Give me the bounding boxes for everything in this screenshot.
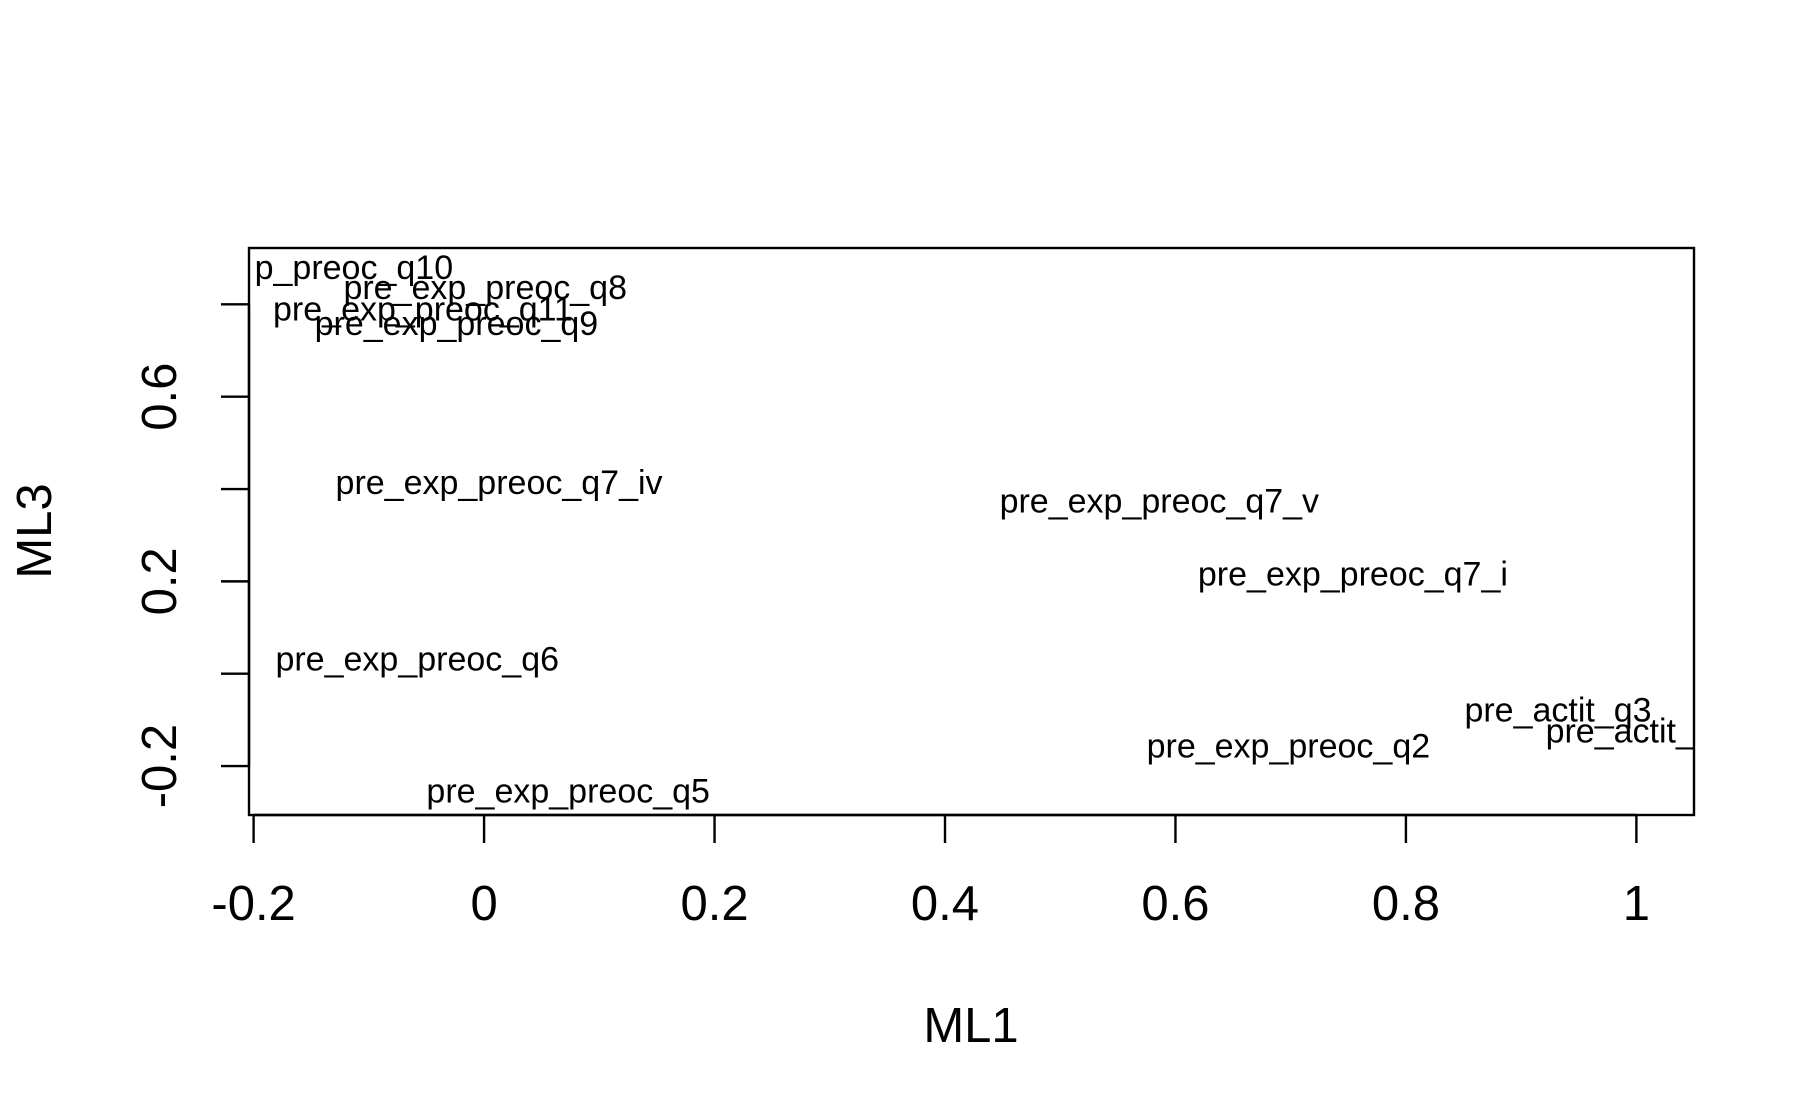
- x-tick-label: -0.2: [211, 877, 295, 931]
- y-tick-label: 0.6: [133, 363, 187, 431]
- y-axis-title: ML3: [8, 483, 62, 578]
- x-axis-title: ML1: [923, 999, 1018, 1053]
- x-tick-label: 0.6: [1141, 877, 1209, 931]
- point-label: pre_exp_preoc_q8: [343, 269, 627, 307]
- y-tick-label: -0.2: [133, 724, 187, 808]
- point-label: pre_exp_preoc_q5: [426, 773, 710, 811]
- x-tick-label: 0.8: [1372, 877, 1440, 931]
- point-label: pre_actit_q3: [1464, 691, 1651, 729]
- x-tick-label: 0.4: [911, 877, 979, 931]
- x-tick-label: 0: [470, 877, 497, 931]
- x-tick-label: 0.2: [680, 877, 748, 931]
- point-label: pre_exp_preoc_q6: [275, 641, 559, 679]
- point-label: pre_exp_preoc_q7_i: [1198, 556, 1508, 594]
- point-label: pre_exp_preoc_q7_v: [1000, 482, 1319, 520]
- point-label: pre_exp_preoc_q2: [1147, 727, 1431, 765]
- point-label: pre_exp_preoc_q11: [273, 291, 573, 329]
- x-tick-label: 1: [1623, 877, 1650, 931]
- point-label: pre_exp_preoc_q9: [315, 305, 599, 343]
- y-tick-label: 0.2: [133, 547, 187, 615]
- point-label: pre_exp_preoc_q7_iv: [336, 464, 663, 502]
- point-label: p_preoc_q10: [255, 249, 454, 287]
- point-label: pre_actit_: [1546, 713, 1696, 751]
- labels-layer: p_preoc_q10pre_exp_preoc_q8pre_exp_preoc…: [255, 249, 1696, 811]
